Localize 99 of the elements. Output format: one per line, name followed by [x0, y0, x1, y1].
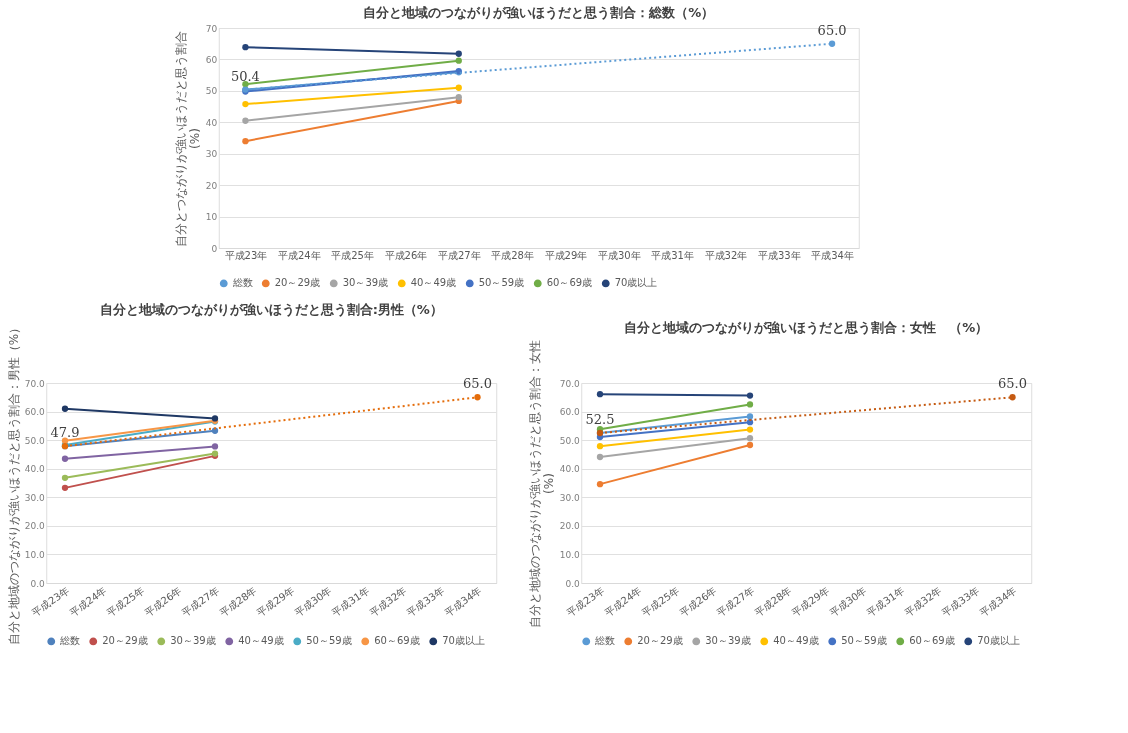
point	[596, 442, 604, 450]
point	[596, 453, 604, 461]
chart-title: 自分と地域のつながりが強いほうだと思う割合:男性（%）	[99, 302, 443, 318]
x-tick-label: 平成30年	[597, 249, 641, 261]
annotation: 52.5	[585, 412, 615, 427]
x-tick-label: 平成24年	[277, 249, 321, 261]
y-tick-label: 30.0	[559, 492, 581, 503]
y-axis-title: 自分と地域のつながりが強いほうだと思う割合：女性 (%)	[527, 339, 556, 628]
legend-label: 70歳以上	[442, 635, 485, 647]
legend-label: 総数	[594, 635, 616, 647]
point	[746, 392, 754, 399]
legend-label: 60～69歳	[546, 277, 593, 289]
x-tick-label: 平成26年	[384, 249, 428, 261]
x-tick-label: 平成25年	[331, 249, 374, 261]
point	[746, 401, 754, 408]
point	[61, 405, 69, 412]
x-tick-label: 平成28年	[491, 249, 534, 261]
point	[455, 84, 462, 91]
x-tick-label: 平成27年	[437, 249, 481, 261]
y-axis-title: 自分とつながりが強いほうだと思う割合 (%)	[173, 30, 202, 247]
x-tick-label: 平成34年	[977, 584, 1019, 619]
y-tick-label: 0.0	[30, 578, 46, 589]
point	[746, 413, 754, 420]
legend-label: 40～49歳	[238, 635, 284, 647]
y-tick-label: 70.0	[24, 378, 46, 389]
y-tick-label: 20.0	[24, 521, 46, 532]
y-tick-label: 60.0	[559, 407, 581, 418]
legend-label: 30～39歳	[705, 635, 751, 647]
x-tick-label: 平成31年	[651, 249, 694, 261]
point	[746, 426, 754, 433]
annotation: 50.4	[230, 68, 260, 84]
y-tick-label: 20.0	[559, 521, 581, 532]
point	[211, 443, 219, 450]
legend-label: 20～29歳	[102, 635, 148, 647]
point	[61, 455, 69, 462]
y-tick-label: 70.0	[559, 378, 581, 389]
y-tick-label: 70	[205, 23, 218, 34]
point	[242, 81, 249, 88]
y-tick-label: 20	[205, 180, 218, 191]
legend-label: 50～59歳	[478, 277, 525, 289]
y-tick-label: 0	[211, 243, 218, 254]
y-tick-label: 10.0	[24, 549, 46, 560]
y-tick-label: 50	[205, 86, 218, 97]
y-tick-label: 60.0	[24, 407, 46, 418]
point	[61, 474, 69, 482]
point	[61, 437, 69, 444]
chart-title: 自分と地域のつながりが強いほうだと思う割合：女性 （%）	[624, 320, 989, 335]
annotation: 65.0	[817, 22, 847, 38]
point	[455, 57, 462, 64]
legend-label: 70歳以上	[614, 277, 658, 289]
point	[242, 137, 249, 145]
point	[596, 480, 604, 488]
x-tick-label: 平成34年	[811, 249, 854, 261]
annotation: 65.0	[998, 376, 1027, 392]
chart-title: 自分と地域のつながりが強いほうだと思う割合：総数（%）	[363, 5, 715, 20]
y-tick-label: 60	[205, 54, 218, 65]
y-tick-label: 0.0	[565, 578, 581, 589]
legend-label: 60～69歳	[374, 635, 420, 647]
legend-label: 70歳以上	[977, 635, 1020, 647]
legend-label: 30～39歳	[342, 277, 389, 289]
point	[746, 441, 754, 449]
x-tick-label: 平成23年	[224, 249, 268, 261]
legend-label: 総数	[59, 635, 81, 647]
point	[746, 434, 754, 442]
point	[596, 390, 604, 398]
y-axis-title: 自分と地域のつながりが強いほうだと思う割合：男性（%）	[6, 321, 21, 646]
point	[474, 394, 481, 401]
point	[1009, 394, 1016, 401]
point	[242, 100, 249, 108]
legend-label: 40～49歳	[773, 635, 819, 647]
point	[455, 50, 462, 57]
legend-label: 60～69歳	[909, 635, 955, 647]
y-tick-label: 30	[205, 149, 218, 160]
annotation: 65.0	[463, 376, 492, 392]
y-tick-label: 50.0	[559, 435, 581, 446]
legend-label: 20～29歳	[274, 277, 321, 289]
point	[455, 93, 462, 101]
x-tick-label: 平成29年	[544, 249, 588, 261]
annotation: 47.9	[50, 425, 80, 441]
point	[61, 484, 69, 492]
y-tick-label: 10	[205, 212, 218, 223]
y-tick-label: 40.0	[24, 464, 46, 475]
point	[242, 44, 249, 51]
legend-label: 40～49歳	[410, 277, 457, 289]
legend-label: 総数	[231, 277, 253, 289]
x-tick-label: 平成33年	[757, 249, 801, 261]
x-tick-label: 平成34年	[442, 584, 484, 619]
y-tick-label: 40.0	[559, 464, 581, 475]
y-tick-label: 30.0	[24, 492, 46, 503]
legend-label: 50～59歳	[306, 635, 352, 647]
point	[828, 40, 836, 47]
y-tick-label: 10.0	[559, 549, 581, 560]
y-tick-label: 40	[205, 117, 218, 128]
legend-label: 20～29歳	[637, 635, 683, 647]
y-tick-label: 50.0	[24, 435, 46, 446]
x-tick-label: 平成32年	[704, 249, 748, 261]
legend-label: 50～59歳	[841, 635, 887, 647]
point	[242, 117, 249, 124]
legend-label: 30～39歳	[170, 635, 216, 647]
